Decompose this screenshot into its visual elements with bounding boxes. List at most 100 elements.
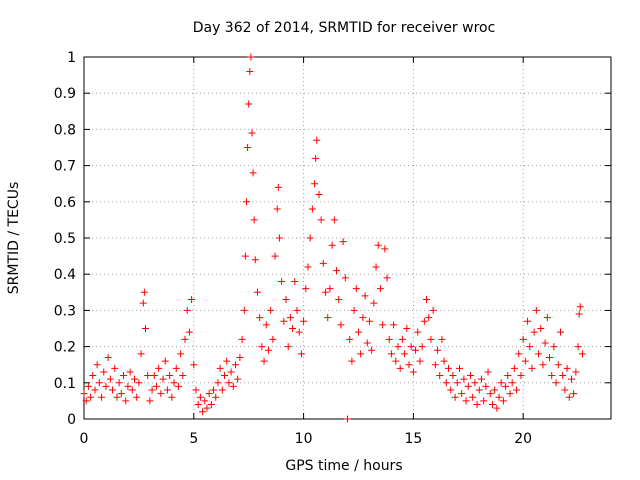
- data-point: [150, 372, 158, 380]
- data-point: [275, 234, 283, 242]
- data-point: [326, 285, 334, 293]
- data-point: [438, 335, 446, 343]
- data-point: [333, 267, 341, 275]
- data-point: [170, 379, 178, 387]
- data-point: [344, 415, 351, 423]
- data-point: [216, 364, 224, 372]
- data-point: [488, 401, 496, 409]
- data-point: [284, 343, 292, 351]
- data-point: [117, 390, 125, 398]
- data-point: [152, 382, 160, 390]
- data-point: [390, 321, 398, 329]
- data-point: [374, 241, 382, 249]
- data-point: [87, 393, 95, 401]
- data-point: [460, 375, 468, 383]
- data-point: [106, 375, 114, 383]
- data-point: [260, 357, 268, 365]
- data-point: [445, 364, 453, 372]
- data-point: [537, 325, 545, 332]
- data-point: [109, 386, 117, 394]
- data-point: [102, 382, 110, 390]
- data-point: [297, 350, 305, 358]
- data-point: [269, 335, 277, 343]
- data-point: [475, 386, 483, 394]
- data-point: [140, 288, 148, 296]
- data-point: [436, 372, 444, 380]
- data-point: [207, 401, 215, 409]
- data-point: [227, 368, 235, 376]
- data-point: [559, 372, 567, 380]
- data-point: [403, 325, 411, 332]
- data-point: [572, 368, 580, 376]
- y-tick-label: 0.9: [54, 86, 76, 102]
- data-point: [172, 364, 180, 372]
- data-point: [510, 364, 518, 372]
- data-point: [124, 382, 132, 390]
- data-point: [225, 379, 233, 387]
- data-point: [330, 216, 338, 224]
- data-point: [139, 299, 147, 307]
- y-axis-label: SRMTID / TECUs: [6, 182, 22, 295]
- data-point: [155, 364, 163, 372]
- y-tick-label: 0.1: [54, 376, 76, 392]
- data-point: [205, 390, 213, 398]
- data-point: [462, 397, 470, 405]
- data-point: [578, 350, 586, 358]
- data-point: [506, 390, 514, 398]
- data-point: [188, 296, 196, 304]
- data-point: [418, 343, 426, 351]
- data-point: [273, 205, 281, 213]
- data-point: [157, 390, 165, 398]
- data-point: [168, 393, 176, 401]
- data-point: [385, 335, 393, 343]
- data-point: [482, 382, 490, 390]
- data-point: [291, 277, 299, 285]
- data-point: [423, 296, 431, 304]
- data-point: [183, 306, 191, 314]
- data-point: [442, 379, 450, 387]
- data-point: [190, 361, 198, 369]
- data-point: [561, 386, 569, 394]
- data-point: [546, 353, 554, 361]
- data-point: [519, 335, 527, 343]
- y-tick-label: 0.8: [54, 122, 76, 138]
- data-point: [293, 306, 301, 314]
- data-point: [535, 350, 543, 358]
- data-point: [550, 343, 558, 351]
- data-point: [449, 372, 457, 380]
- data-point: [407, 343, 415, 351]
- data-point: [115, 379, 123, 387]
- data-point: [398, 335, 406, 343]
- data-point: [302, 285, 310, 293]
- data-point: [80, 390, 88, 398]
- data-point: [148, 386, 156, 394]
- data-point: [212, 393, 220, 401]
- data-point: [451, 393, 459, 401]
- data-point: [493, 404, 501, 412]
- data-point: [517, 372, 525, 380]
- data-point: [194, 401, 202, 409]
- data-point: [192, 386, 200, 394]
- data-point: [250, 216, 258, 224]
- data-point: [89, 372, 97, 380]
- x-tick-label: 20: [514, 431, 532, 447]
- data-point: [576, 303, 584, 311]
- data-point: [304, 263, 312, 271]
- x-tick-label: 0: [80, 431, 89, 447]
- data-point: [322, 288, 330, 296]
- data-point: [308, 205, 316, 213]
- data-point: [357, 350, 365, 358]
- data-point: [556, 328, 564, 336]
- data-point: [93, 361, 101, 369]
- x-tick-label: 10: [295, 431, 313, 447]
- data-point: [113, 393, 121, 401]
- data-point: [381, 245, 389, 253]
- data-point: [434, 346, 442, 354]
- data-point: [312, 154, 320, 162]
- data-point: [348, 357, 356, 365]
- data-point: [98, 393, 106, 401]
- data-point: [141, 325, 149, 332]
- data-point: [539, 361, 547, 369]
- data-point: [379, 321, 387, 329]
- data-point: [315, 191, 323, 199]
